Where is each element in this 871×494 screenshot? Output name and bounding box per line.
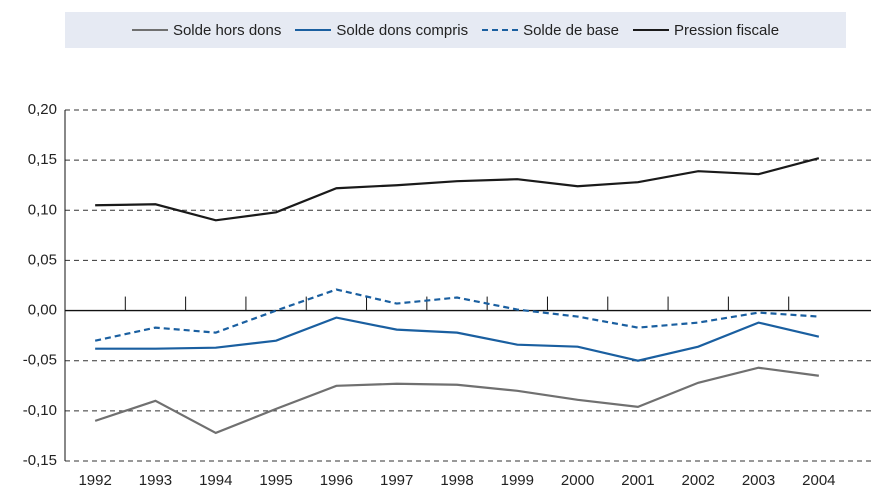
legend-item: Solde hors dons	[131, 21, 282, 39]
y-tick-label: -0,10	[23, 402, 57, 419]
series-line	[95, 157, 820, 222]
legend: Solde hors dons Solde dons compris Solde d…	[65, 12, 846, 48]
y-tick-label: 0,20	[28, 101, 57, 118]
legend-item: Solde dons compris	[295, 22, 468, 39]
legend-item: Solde de base	[482, 22, 619, 39]
x-tick-label: 1995	[259, 472, 292, 489]
x-tick-label: 1997	[380, 472, 413, 489]
legend-swatch	[482, 29, 519, 31]
y-tick-label: 0,00	[28, 302, 57, 319]
y-tick-label: 0,05	[28, 251, 57, 268]
legend-label: Solde hors dons	[172, 21, 282, 39]
x-tick-label: 1993	[139, 472, 172, 489]
x-tick-label: 2003	[742, 472, 775, 489]
legend-item: Pression fiscale	[633, 22, 779, 39]
legend-label: Pression fiscale	[674, 21, 780, 39]
x-tick-label: 1996	[320, 472, 353, 489]
x-tick-label: 1999	[501, 472, 534, 489]
series-line	[94, 288, 819, 342]
legend-swatch	[295, 29, 332, 31]
y-tick-label: -0,15	[23, 452, 57, 469]
x-tick-label: 1992	[78, 472, 111, 489]
x-tick-label: 2002	[682, 472, 715, 489]
x-tick-label: 1994	[199, 472, 232, 489]
legend-label: Solde de base	[523, 21, 619, 39]
series-line	[95, 316, 820, 362]
legend-swatch	[633, 29, 669, 31]
x-tick-label: 2004	[802, 472, 835, 489]
legend-label: Solde dons compris	[336, 21, 469, 39]
x-tick-label: 1998	[440, 472, 473, 489]
y-tick-label: 0,15	[28, 151, 57, 168]
x-tick-label: 2001	[621, 472, 654, 489]
y-tick-label: 0,10	[28, 201, 57, 218]
legend-swatch	[131, 29, 168, 31]
series-line	[94, 366, 819, 435]
x-tick-label: 2000	[561, 472, 594, 489]
y-tick-label: -0,05	[23, 352, 57, 369]
